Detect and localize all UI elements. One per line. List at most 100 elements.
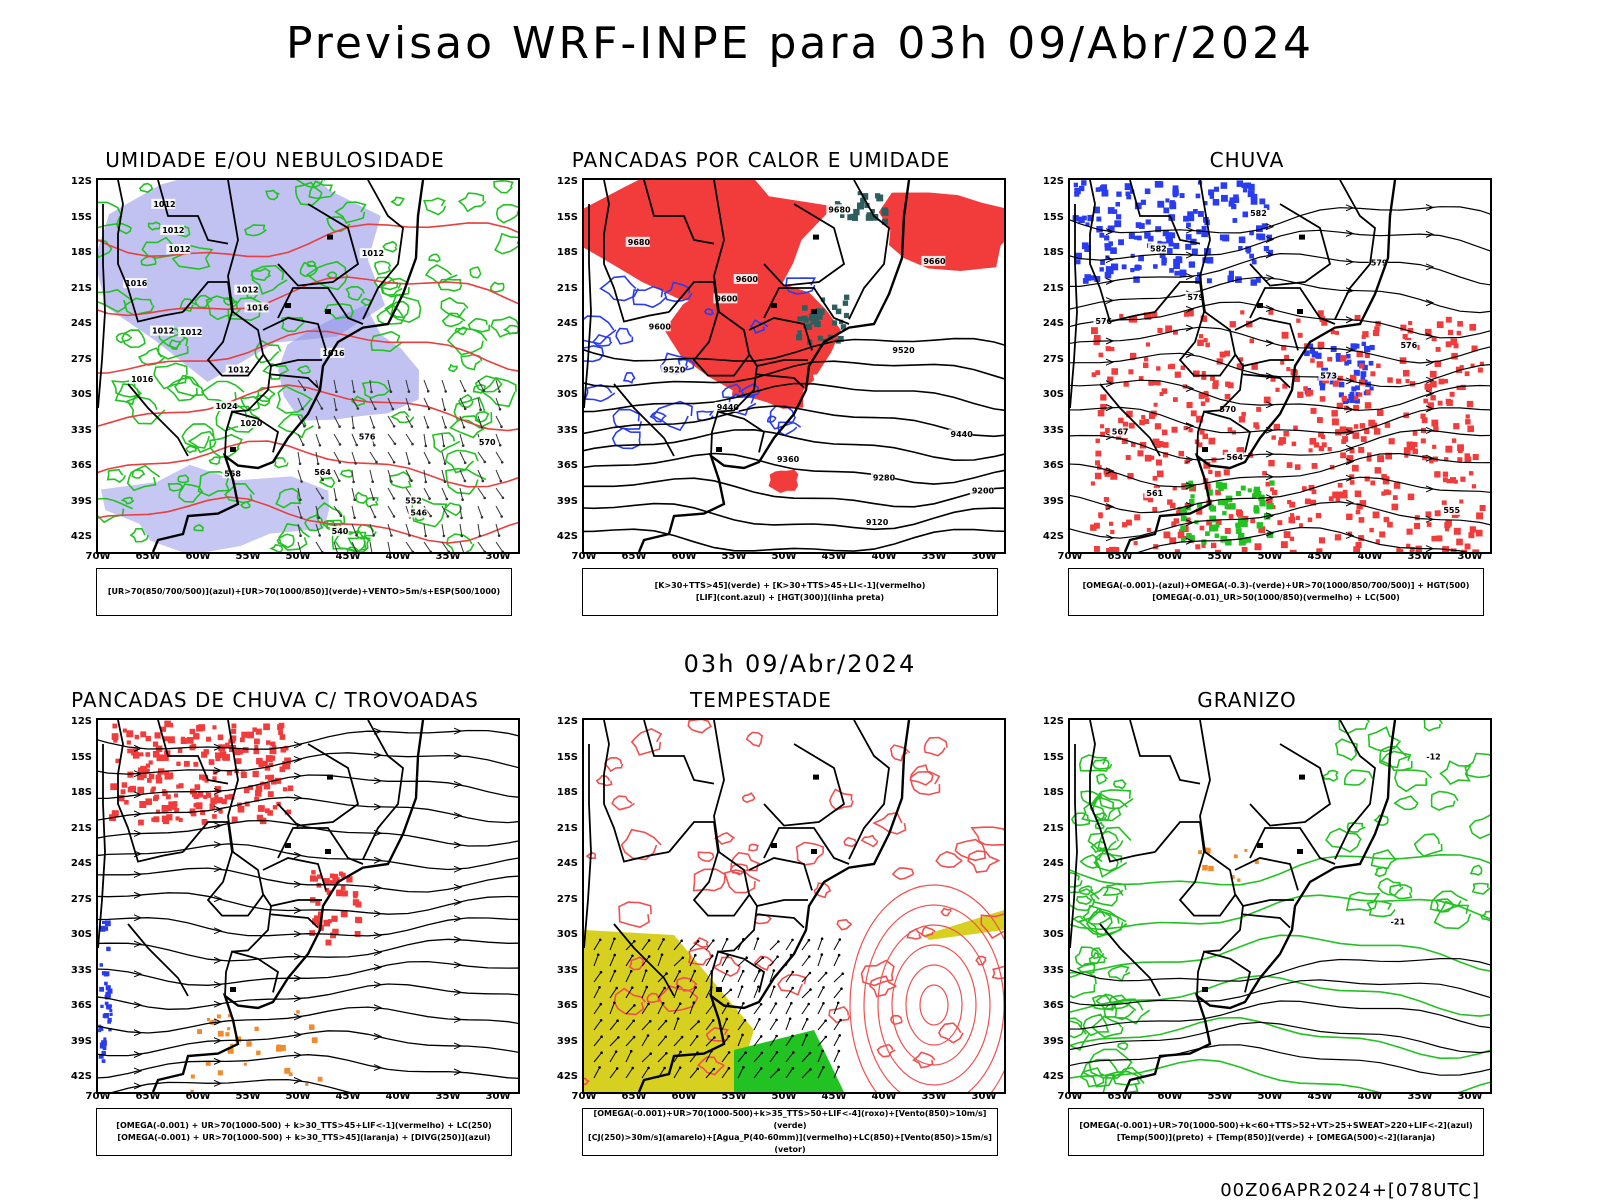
latitude-tick: 27S: [1043, 354, 1064, 365]
legend-line: [UR>70(850/700/500)](azul)+[UR>70(1000/8…: [108, 586, 500, 598]
panel-title: PANCADAS POR CALOR E UMIDADE: [546, 148, 976, 172]
latitude-tick: 18S: [1043, 247, 1064, 258]
latitude-tick: 18S: [557, 787, 578, 798]
legend-line: [Temp(500)](preto) + [Temp(850)](verde) …: [1117, 1132, 1435, 1144]
contour-label: 1016: [131, 375, 154, 384]
latitude-tick: 30S: [1043, 929, 1064, 940]
contour-label: 564: [314, 468, 331, 477]
legend-line: [K>30+TTS>45](verde) + [K>30+TTS>45+LI<-…: [655, 580, 926, 592]
latitude-tick: 12S: [71, 176, 92, 187]
longitude-tick: 65W: [136, 1091, 161, 1102]
legend-line: [OMEGA(-0.001) + UR>70(1000-500) + k>30_…: [116, 1120, 491, 1132]
legend-line: [OMEGA(-0.001) + UR>70(1000-500) + k>30_…: [117, 1132, 490, 1144]
latitude-tick: 12S: [1043, 176, 1064, 187]
contour-label: -21: [1391, 918, 1406, 927]
contour-label: 555: [1443, 506, 1460, 515]
longitude-tick: 65W: [1108, 1091, 1133, 1102]
longitude-tick: 65W: [136, 551, 161, 562]
longitude-tick: 65W: [1108, 551, 1133, 562]
contour-label: 9120: [866, 518, 889, 527]
run-timestamp: 00Z06APR2024+[078UTC]: [1220, 1180, 1480, 1201]
map-canvas: [98, 720, 518, 1092]
longitude-tick: 60W: [672, 1091, 697, 1102]
contour-label: 9280: [873, 473, 896, 482]
contour-label: 9440: [951, 430, 974, 439]
map-canvas: 9680968096609600960096009520952094409440…: [584, 180, 1004, 552]
longitude-tick: 50W: [286, 551, 311, 562]
latitude-tick: 24S: [557, 858, 578, 869]
latitude-tick: 21S: [1043, 823, 1064, 834]
latitude-tick: 33S: [1043, 965, 1064, 976]
longitude-tick: 50W: [772, 551, 797, 562]
latitude-tick: 42S: [557, 1071, 578, 1082]
latitude-tick: 21S: [557, 283, 578, 294]
longitude-tick: 35W: [1408, 551, 1433, 562]
latitude-tick: 42S: [71, 531, 92, 542]
contour-label: 9680: [828, 205, 851, 214]
longitude-tick: 50W: [1258, 551, 1283, 562]
longitude-tick: 45W: [822, 1091, 847, 1102]
contour-label: 9200: [972, 486, 995, 495]
page-title: Previsao WRF-INPE para 03h 09/Abr/2024: [0, 18, 1600, 69]
latitude-tick: 33S: [557, 965, 578, 976]
panel-legend: [OMEGA(-0.001)-(azul)+OMEGA(-0.3)-(verde…: [1068, 568, 1484, 616]
legend-line: [OMEGA(-0.001)+UR>70(1000-500)+k>35_TTS>…: [583, 1108, 997, 1132]
latitude-tick: 21S: [557, 823, 578, 834]
legend-line: [OMEGA(-0.01)_UR>50(1000/850)(vermelho) …: [1152, 592, 1400, 604]
latitude-tick: 21S: [71, 283, 92, 294]
longitude-tick: 45W: [1308, 1091, 1333, 1102]
contour-label: 564: [1226, 453, 1243, 462]
latitude-tick: 36S: [71, 460, 92, 471]
contour-label: 9600: [715, 294, 738, 303]
latitude-tick: 27S: [557, 894, 578, 905]
latitude-tick: 39S: [1043, 1036, 1064, 1047]
longitude-tick: 40W: [1358, 1091, 1383, 1102]
latitude-tick: 18S: [1043, 787, 1064, 798]
longitude-tick: 30W: [972, 551, 997, 562]
longitude-tick: 55W: [722, 551, 747, 562]
latitude-tick: 24S: [1043, 858, 1064, 869]
longitude-tick: 35W: [922, 1091, 947, 1102]
latitude-tick: 21S: [1043, 283, 1064, 294]
longitude-tick: 60W: [186, 1091, 211, 1102]
latitude-tick: 24S: [557, 318, 578, 329]
panel-legend: [OMEGA(-0.001) + UR>70(1000-500) + k>30_…: [96, 1108, 512, 1156]
latitude-tick: 36S: [1043, 1000, 1064, 1011]
latitude-tick: 42S: [71, 1071, 92, 1082]
latitude-tick: 30S: [557, 929, 578, 940]
latitude-tick: 30S: [1043, 389, 1064, 400]
map-canvas: -12-21: [1070, 720, 1490, 1092]
forecast-map: [582, 718, 1006, 1094]
longitude-tick: 70W: [572, 551, 597, 562]
latitude-tick: 33S: [71, 965, 92, 976]
contour-label: 1012: [236, 286, 258, 295]
latitude-tick: 18S: [557, 247, 578, 258]
latitude-tick: 12S: [71, 716, 92, 727]
longitude-tick: 65W: [622, 551, 647, 562]
latitude-tick: 33S: [71, 425, 92, 436]
contour-label: 567: [1112, 427, 1129, 436]
longitude-tick: 70W: [86, 551, 111, 562]
latitude-tick: 24S: [71, 318, 92, 329]
latitude-tick: 36S: [71, 1000, 92, 1011]
longitude-tick: 40W: [872, 1091, 897, 1102]
contour-label: 9360: [777, 455, 800, 464]
longitude-tick: 65W: [622, 1091, 647, 1102]
longitude-tick: 35W: [436, 1091, 461, 1102]
latitude-tick: 36S: [1043, 460, 1064, 471]
panel-legend: [K>30+TTS>45](verde) + [K>30+TTS>45+LI<-…: [582, 568, 998, 616]
latitude-tick: 39S: [71, 496, 92, 507]
latitude-tick: 36S: [557, 460, 578, 471]
latitude-tick: 18S: [71, 247, 92, 258]
contour-label: 9660: [923, 257, 946, 266]
contour-label: 9600: [649, 322, 672, 331]
legend-line: [OMEGA(-0.001)+UR>70(1000-500)+k<60+TTS>…: [1079, 1120, 1472, 1132]
longitude-tick: 60W: [1158, 551, 1183, 562]
